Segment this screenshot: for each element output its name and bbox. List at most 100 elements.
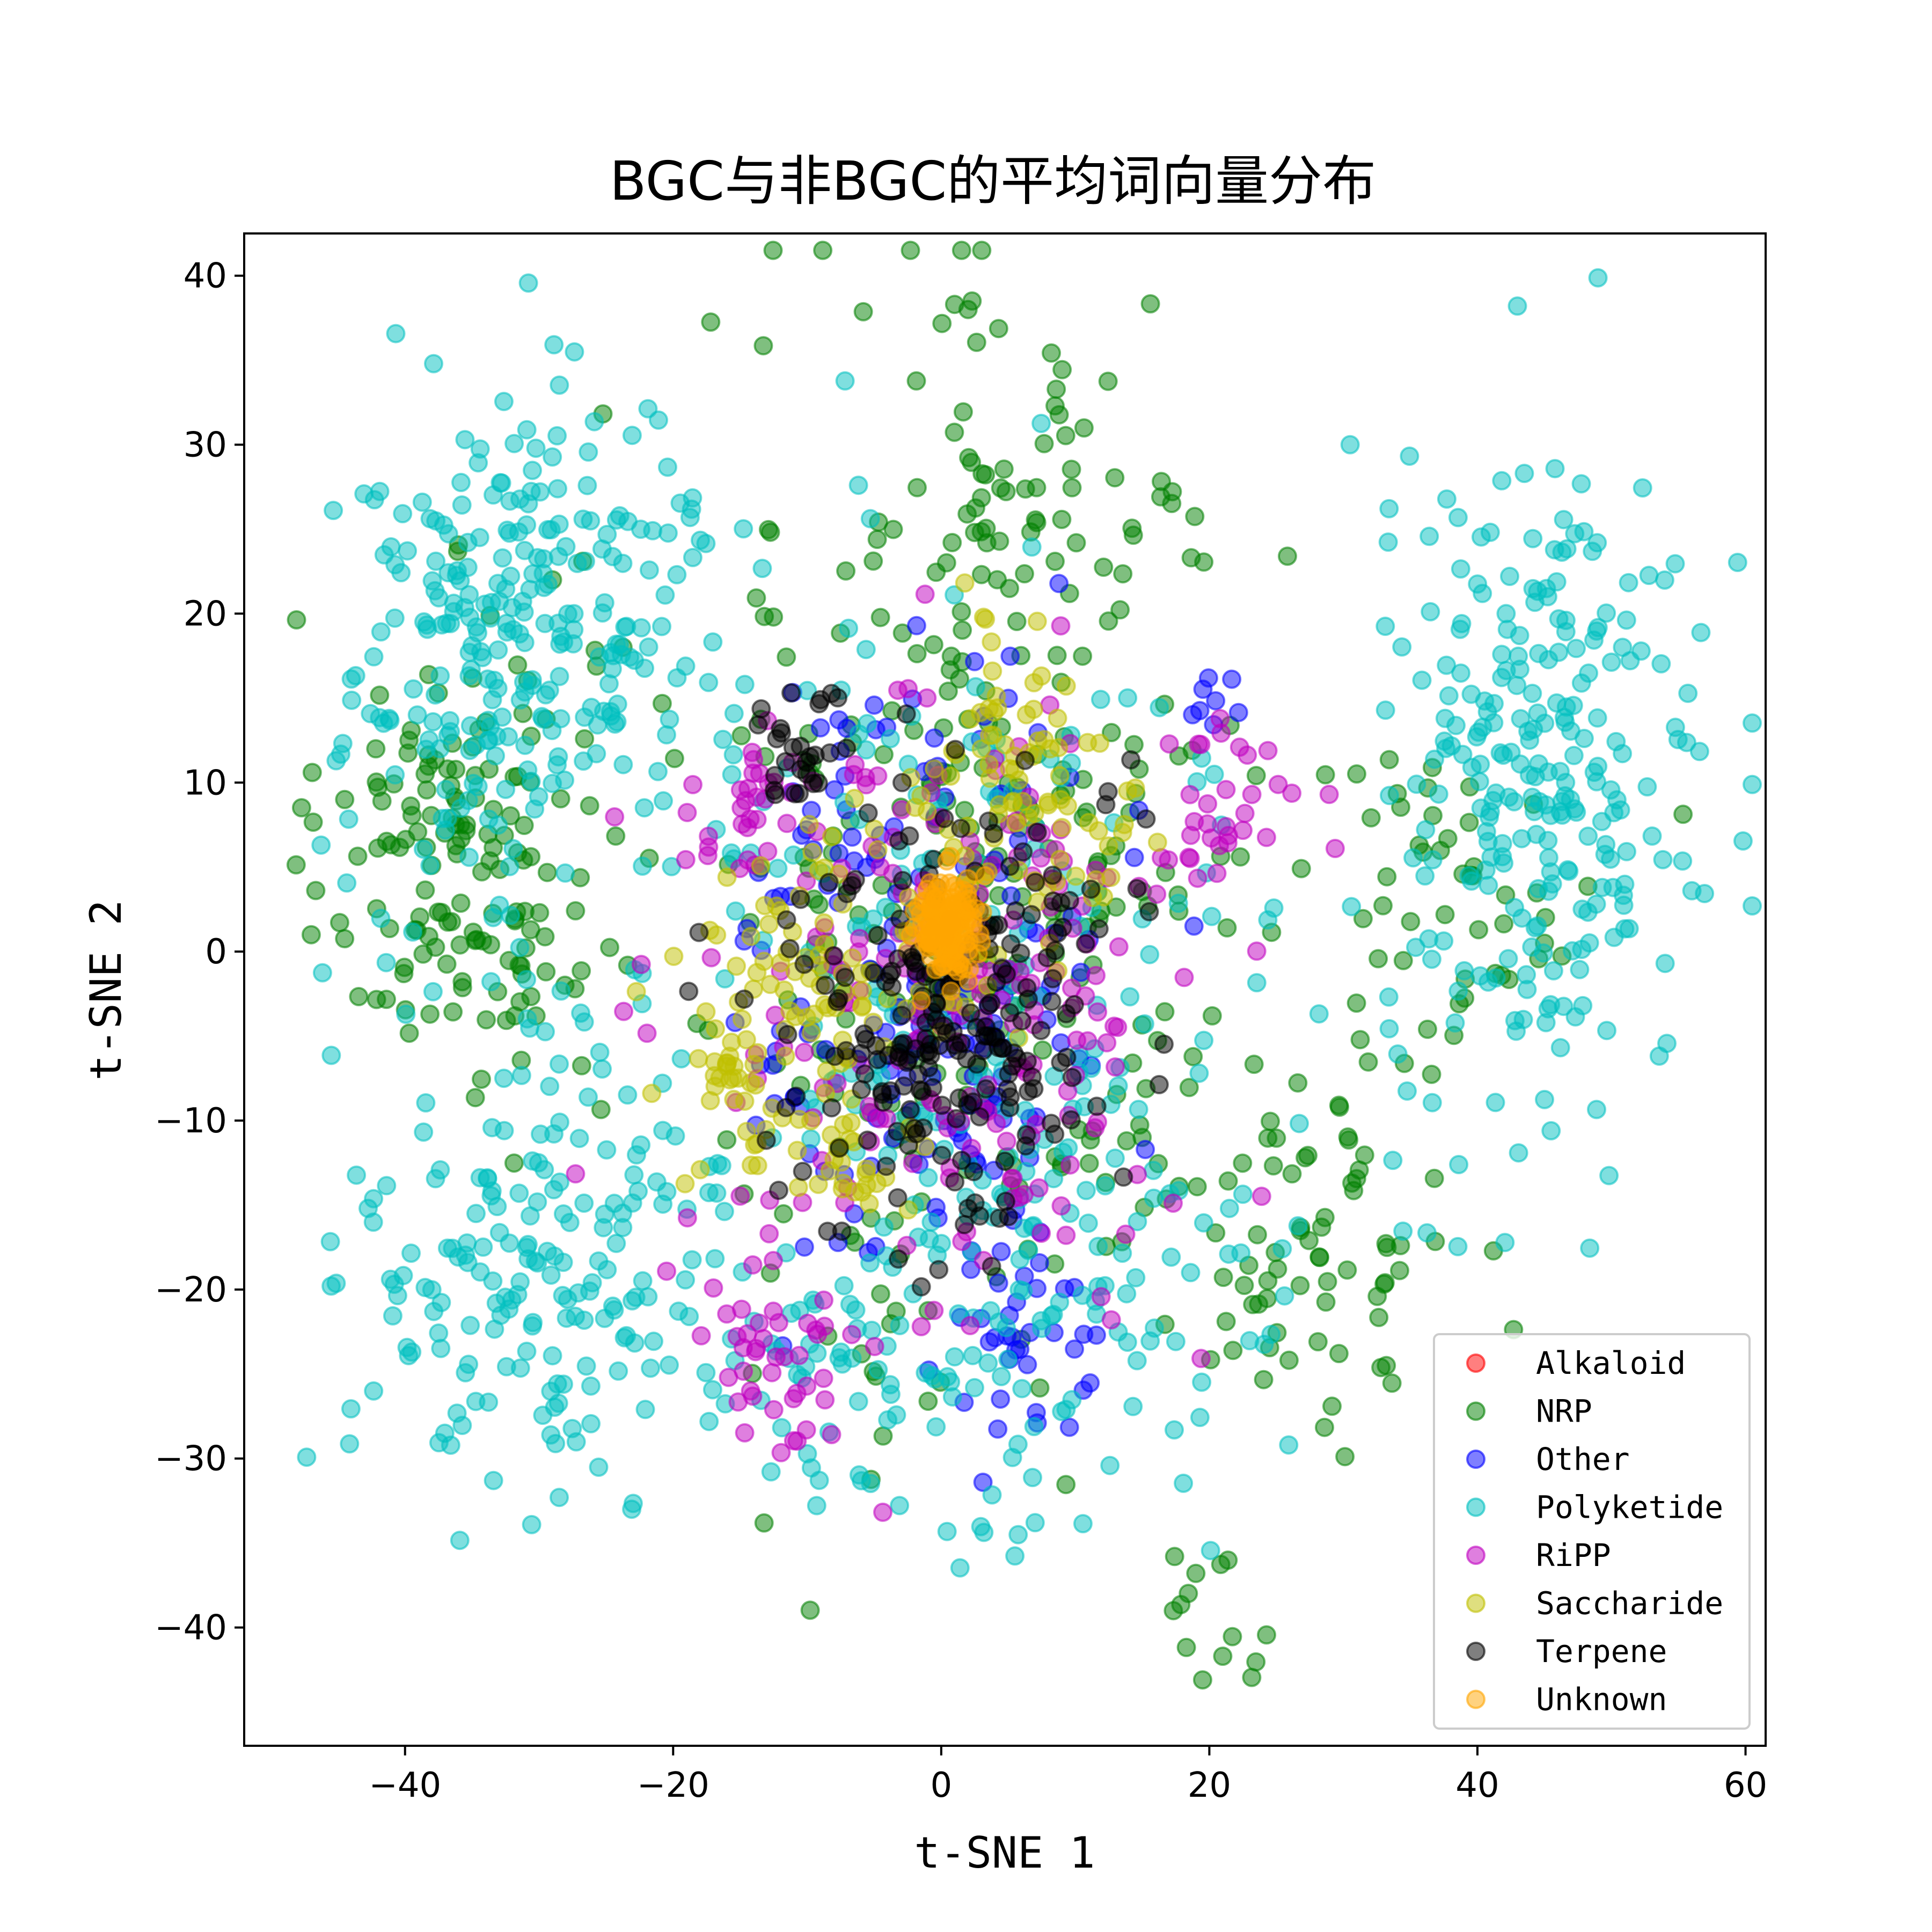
data-point [1417,1223,1437,1243]
data-point [796,1420,816,1440]
data-point [499,727,518,747]
data-point [1330,1097,1349,1117]
data-point [652,693,672,713]
data-point [417,780,437,800]
data-point [1423,850,1443,870]
data-point [1547,693,1567,713]
data-point [1060,1155,1080,1175]
x-tick-label: 0 [930,1766,952,1805]
data-point [819,873,839,892]
data-point [1665,554,1685,574]
data-point [962,452,982,472]
data-point [1031,1021,1051,1041]
data-point [340,1434,360,1454]
data-point [699,1411,719,1431]
data-point [722,765,742,785]
data-point [1049,574,1069,594]
data-point [743,1255,763,1275]
data-point [1113,1243,1132,1263]
data-point [591,1100,611,1119]
data-point [1216,1312,1236,1331]
data-point [1024,803,1044,823]
data-point [950,1558,970,1578]
data-point [404,679,423,699]
data-point [1006,901,1026,921]
data-point [1538,831,1558,851]
data-point [555,863,575,883]
data-point [523,1151,543,1171]
data-point [658,457,677,477]
data-point [1192,1372,1212,1392]
data-point [470,528,489,547]
data-point [677,1208,697,1228]
data-point [511,1065,531,1085]
data-point [361,704,380,723]
data-point [574,1012,594,1032]
data-point [824,946,844,965]
data-point [990,531,1009,551]
data-point [481,935,501,955]
data-point [679,982,699,1001]
data-point [1206,691,1226,711]
data-point [1653,850,1673,869]
data-point [764,1250,783,1270]
data-point [1350,1030,1370,1050]
data-point [1025,1513,1045,1533]
data-point [730,1186,750,1206]
data-point [741,1073,760,1093]
data-point [689,1049,708,1069]
data-point [926,960,946,979]
data-point [484,838,503,858]
data-point [537,862,557,882]
data-point [1042,343,1061,363]
data-point [551,626,571,646]
data-point [1088,1236,1108,1256]
data-point [862,1320,882,1340]
data-point [1019,1081,1038,1101]
data-point [809,861,829,880]
data-point [1185,507,1205,526]
data-point [1429,784,1448,804]
data-point [1091,690,1110,709]
data-point [485,1319,504,1339]
data-point [794,1042,814,1062]
data-point [872,875,892,895]
data-point [1309,1004,1329,1024]
data-point [1485,1093,1505,1113]
data-point [464,773,483,793]
data-point [569,1129,589,1148]
data-point [455,430,475,450]
data-point [557,1308,576,1328]
data-point [1678,683,1698,703]
data-point [859,1194,879,1213]
data-point [364,647,384,667]
data-point [1023,1468,1042,1488]
data-point [794,1237,814,1257]
data-point [1052,818,1072,837]
data-point [550,375,569,395]
data-point [533,564,553,583]
data-point [924,1300,944,1320]
data-point [959,941,979,961]
data-point [1048,708,1067,728]
data-point [1163,1601,1183,1621]
data-point [670,493,690,513]
data-point [929,1260,949,1279]
data-point [602,659,622,679]
data-point [1492,645,1512,664]
data-point [1392,637,1412,657]
data-point [994,459,1014,479]
legend-label: Other [1536,1441,1630,1477]
data-point [731,726,751,745]
data-point [712,1155,731,1175]
data-point [965,652,984,671]
data-point [837,738,857,758]
data-point [926,1417,946,1437]
data-point [780,939,800,958]
data-point [1190,1408,1210,1428]
data-point [1166,1331,1185,1351]
data-point [572,961,591,980]
data-point [971,488,991,508]
data-point [1486,783,1506,803]
data-point [986,1027,1005,1047]
